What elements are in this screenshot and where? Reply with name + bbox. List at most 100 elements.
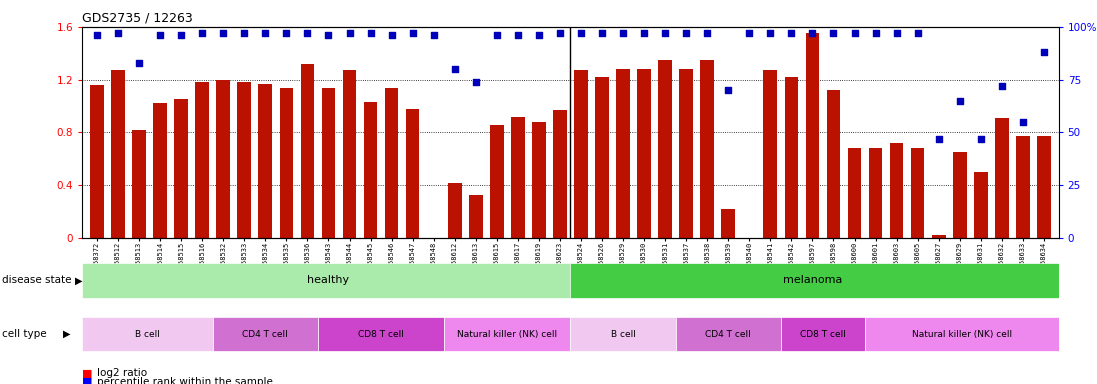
Bar <box>911 148 925 238</box>
Point <box>341 30 359 36</box>
Bar <box>342 70 357 238</box>
Point <box>846 30 863 36</box>
Bar <box>679 69 693 238</box>
Bar <box>154 103 167 238</box>
Bar <box>406 109 419 238</box>
Point <box>740 30 758 36</box>
Text: log2 ratio: log2 ratio <box>97 368 147 378</box>
Bar <box>781 317 866 351</box>
Text: disease state: disease state <box>2 275 71 285</box>
Text: CD8 T cell: CD8 T cell <box>358 329 404 339</box>
Point <box>635 30 653 36</box>
Bar <box>700 60 714 238</box>
Bar <box>174 99 188 238</box>
Bar <box>995 118 1008 238</box>
Point <box>656 30 674 36</box>
Text: B cell: B cell <box>135 329 160 339</box>
Point <box>488 32 506 38</box>
Bar <box>82 317 213 351</box>
Bar <box>890 143 904 238</box>
Point <box>278 30 295 36</box>
Point <box>446 66 464 72</box>
Bar <box>953 152 966 238</box>
Bar <box>82 263 575 298</box>
Point <box>509 32 527 38</box>
Bar <box>764 70 777 238</box>
Point <box>908 30 926 36</box>
Point <box>88 32 105 38</box>
Bar <box>658 60 672 238</box>
Point <box>298 30 316 36</box>
Bar <box>676 317 781 351</box>
Point <box>761 30 779 36</box>
Point <box>993 83 1010 89</box>
Bar <box>574 70 588 238</box>
Bar <box>468 195 483 238</box>
Point <box>573 30 590 36</box>
Bar <box>722 209 735 238</box>
Point <box>319 32 337 38</box>
Bar <box>111 70 125 238</box>
Point <box>193 30 211 36</box>
Bar <box>637 69 651 238</box>
Text: CD4 T cell: CD4 T cell <box>242 329 289 339</box>
Text: CD8 T cell: CD8 T cell <box>800 329 846 339</box>
Point <box>530 32 547 38</box>
Point <box>215 30 233 36</box>
Point <box>593 30 611 36</box>
Point <box>782 30 800 36</box>
Point <box>1014 119 1031 125</box>
Bar <box>805 33 819 238</box>
Bar <box>848 148 861 238</box>
Point <box>110 30 127 36</box>
Bar <box>133 130 146 238</box>
Point <box>425 32 442 38</box>
Point <box>720 87 737 93</box>
Bar <box>617 69 630 238</box>
Bar <box>1016 136 1030 238</box>
Bar <box>195 82 210 238</box>
Bar <box>259 84 272 238</box>
Point <box>804 30 822 36</box>
Bar <box>570 263 1059 298</box>
Point <box>551 30 568 36</box>
Point <box>362 30 380 36</box>
Bar <box>280 88 293 238</box>
Bar <box>321 88 336 238</box>
Bar <box>511 117 524 238</box>
Bar <box>490 124 504 238</box>
Bar <box>90 85 104 238</box>
Point <box>699 30 716 36</box>
Bar <box>385 88 398 238</box>
Bar <box>216 79 230 238</box>
Bar <box>318 317 444 351</box>
Point <box>236 30 253 36</box>
Point <box>383 32 400 38</box>
Bar <box>784 77 799 238</box>
Bar <box>364 102 377 238</box>
Bar <box>866 317 1059 351</box>
Point <box>467 79 485 85</box>
Text: Natural killer (NK) cell: Natural killer (NK) cell <box>912 329 1011 339</box>
Text: ▶: ▶ <box>75 275 82 285</box>
Point <box>614 30 632 36</box>
Text: cell type: cell type <box>2 329 47 339</box>
Text: B cell: B cell <box>611 329 635 339</box>
Bar <box>596 77 609 238</box>
Bar <box>1037 136 1051 238</box>
Point <box>151 32 169 38</box>
Point <box>257 30 274 36</box>
Text: GDS2735 / 12263: GDS2735 / 12263 <box>82 11 193 24</box>
Point <box>887 30 905 36</box>
Bar <box>444 317 570 351</box>
Bar <box>532 122 545 238</box>
Bar <box>237 82 251 238</box>
Point <box>1036 49 1053 55</box>
Text: melanoma: melanoma <box>783 275 842 285</box>
Point <box>930 136 948 142</box>
Text: ■: ■ <box>82 368 93 378</box>
Bar <box>931 235 946 238</box>
Bar <box>213 317 318 351</box>
Bar <box>974 172 987 238</box>
Bar <box>570 317 676 351</box>
